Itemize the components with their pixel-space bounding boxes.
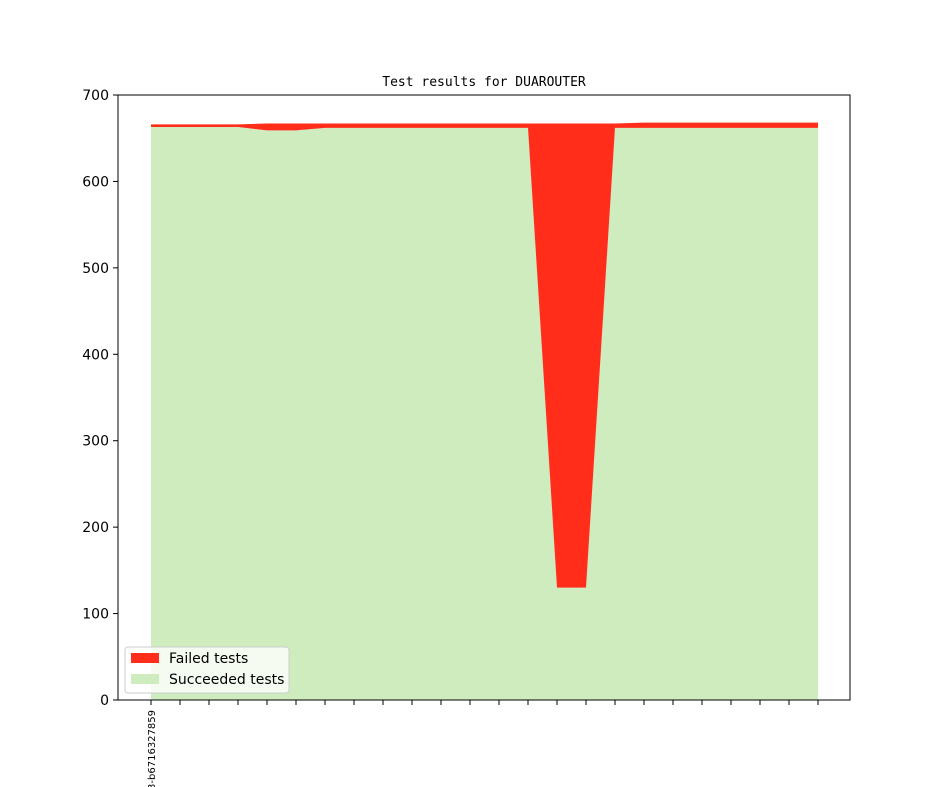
y-tick-label: 100 [82,607,109,623]
y-tick-label: 500 [82,261,109,277]
y-tick-label: 0 [100,693,109,709]
y-tick-label: 400 [82,347,109,363]
legend-label: Succeeded tests [169,672,284,688]
y-tick-label: 300 [82,434,109,450]
y-tick-label: 600 [82,174,109,190]
plot-area [151,122,818,700]
y-tick-label: 200 [82,520,109,536]
legend-swatch [131,653,159,663]
x-tick-label: 3-b6716327859 [147,710,158,787]
series-area-succeeded [151,126,818,700]
y-tick-label: 700 [82,88,109,104]
legend-label: Failed tests [169,651,248,667]
legend-swatch [131,674,159,684]
legend: Failed tests Succeeded tests [124,646,290,694]
x-axis: 3-b6716327859 [147,700,819,787]
legend-box [124,646,290,694]
plot-frame [117,94,851,701]
y-axis: 0 100 200 300 400 500 600 700 [82,88,118,709]
chart-title: Test results for DUAROUTER [382,75,586,90]
